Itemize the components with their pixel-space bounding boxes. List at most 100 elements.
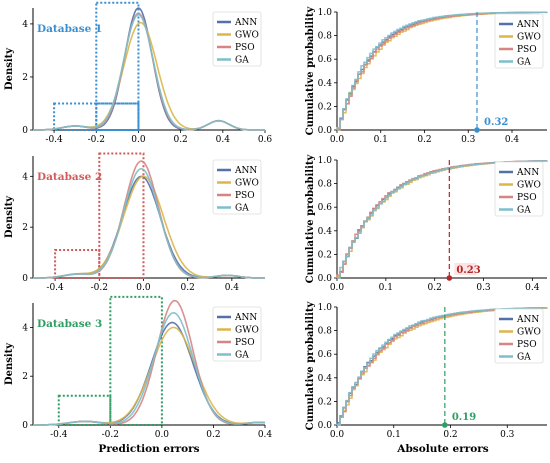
x-tick-label: 0.3 bbox=[500, 430, 515, 440]
x-axis-label-right: Absolute errors bbox=[396, 443, 488, 455]
y-axis-label: Density bbox=[4, 47, 15, 90]
panel-1: -0.4 -0.2 0.0 0.2 0.4 0.6 0 2 4 Density Database 1… bbox=[4, 1, 273, 145]
y-tick-label: 0.8 bbox=[318, 327, 333, 337]
legend-label-pso: PSO bbox=[235, 338, 255, 348]
x-tick-label: 0.4 bbox=[258, 430, 273, 440]
legend-label-pso: PSO bbox=[235, 191, 255, 201]
x-tick-label: 0.6 bbox=[258, 135, 273, 145]
y-tick-label: 1.0 bbox=[318, 303, 333, 313]
y-tick-label: 0.6 bbox=[318, 203, 333, 213]
y-tick-label: 1.0 bbox=[318, 8, 333, 18]
panel-3: -0.4 -0.2 0.0 0.2 0.4 0 2 4 Density Database 2 ANN… bbox=[4, 152, 265, 293]
y-tick-label: 0.0 bbox=[318, 274, 333, 284]
threshold-label: 0.32 bbox=[484, 117, 508, 128]
panel-6: 0.0 0.1 0.2 0.3 0.0 0.2 0.4 0.6 0.8 1.0Cumulative… bbox=[305, 300, 548, 440]
y-tick-label: 2 bbox=[22, 372, 28, 382]
x-tick-label: -0.2 bbox=[91, 283, 108, 293]
panel-5: -0.4 -0.2 0.0 0.2 0.4 0 2 4 Density Database 3 ANN… bbox=[4, 295, 273, 440]
x-tick-label: 0.4 bbox=[505, 135, 520, 145]
y-tick-label: 0 bbox=[22, 421, 28, 431]
legend: ANN GWO PSO GA bbox=[494, 161, 544, 217]
x-tick-label: -0.4 bbox=[50, 430, 68, 440]
legend-label-ann: ANN bbox=[234, 313, 257, 323]
y-tick-label: 0 bbox=[22, 274, 28, 284]
legend-label-pso: PSO bbox=[517, 340, 537, 350]
legend-label-ga: GA bbox=[235, 56, 249, 66]
y-tick-label: 0.4 bbox=[318, 79, 333, 89]
x-tick-label: 0.2 bbox=[173, 135, 187, 145]
panel-title: Database 3 bbox=[37, 318, 102, 330]
legend-box bbox=[494, 308, 544, 364]
legend-label-pso: PSO bbox=[235, 43, 255, 53]
legend-box bbox=[212, 11, 262, 67]
y-tick-label: 0.6 bbox=[318, 350, 333, 360]
legend-label-pso: PSO bbox=[517, 45, 537, 55]
legend-label-ann: ANN bbox=[516, 315, 539, 325]
x-tick-label: 0.4 bbox=[216, 135, 231, 145]
legend-label-ann: ANN bbox=[516, 168, 539, 178]
threshold-label-bg bbox=[454, 263, 477, 275]
x-tick-label: -0.4 bbox=[46, 283, 64, 293]
legend-label-ga: GA bbox=[517, 206, 531, 216]
y-tick-label: 4 bbox=[22, 172, 28, 182]
threshold-marker bbox=[446, 275, 453, 281]
x-tick-label: 0.2 bbox=[428, 283, 442, 293]
legend: ANN GWO PSO GA bbox=[212, 306, 262, 362]
legend-box bbox=[212, 159, 262, 215]
y-tick-label: 0.4 bbox=[318, 374, 333, 384]
density-curve-ga bbox=[33, 311, 266, 426]
legend-label-gwo: GWO bbox=[235, 179, 259, 189]
panel-4: 0.0 0.1 0.2 0.3 0.4 0.0 0.2 0.4 0.6 0.8 1.0Cumulat… bbox=[305, 153, 548, 293]
legend-label-gwo: GWO bbox=[235, 31, 259, 41]
y-axis-label: Cumulative probability bbox=[305, 300, 316, 430]
density-curve-ga bbox=[33, 13, 265, 131]
legend: ANN GWO PSO GA bbox=[212, 159, 262, 215]
highlight-box bbox=[109, 295, 163, 426]
threshold-label: 0.23 bbox=[456, 265, 480, 276]
y-tick-label: 0.8 bbox=[318, 180, 333, 190]
x-tick-label: 0.0 bbox=[155, 430, 170, 440]
legend-label-ann: ANN bbox=[234, 18, 257, 28]
x-tick-label: 0.3 bbox=[461, 135, 476, 145]
y-tick-label: 0.6 bbox=[318, 55, 333, 65]
panel-2: 0.0 0.1 0.2 0.3 0.4 0.0 0.2 0.4 0.6 0.8 1.0Cumulat… bbox=[305, 5, 548, 145]
x-tick-label: 0.4 bbox=[525, 283, 540, 293]
legend-box bbox=[494, 161, 544, 217]
legend: ANN GWO PSO GA bbox=[212, 11, 262, 67]
y-tick-label: 2 bbox=[22, 73, 28, 83]
threshold-label: 0.19 bbox=[452, 412, 476, 423]
y-tick-label: 0.2 bbox=[318, 397, 332, 407]
cdf-curve-ga bbox=[336, 11, 547, 130]
threshold-marker bbox=[474, 127, 480, 133]
x-tick-label: 0.4 bbox=[225, 283, 240, 293]
legend-box bbox=[494, 13, 544, 69]
y-tick-label: 4 bbox=[22, 323, 28, 333]
threshold-marker bbox=[442, 422, 448, 428]
legend: ANN GWO PSO GA bbox=[494, 13, 544, 69]
y-tick-label: 2 bbox=[22, 223, 28, 233]
y-tick-label: 1.0 bbox=[318, 156, 333, 166]
y-tick-label: 0.2 bbox=[318, 102, 332, 112]
y-tick-label: 0 bbox=[22, 126, 28, 136]
x-tick-label: 0.1 bbox=[379, 283, 393, 293]
legend-label-pso: PSO bbox=[517, 193, 537, 203]
highlight-box bbox=[95, 1, 140, 131]
x-tick-label: 0.2 bbox=[417, 135, 431, 145]
x-tick-label: 0.3 bbox=[476, 283, 491, 293]
x-tick-label: 0.2 bbox=[443, 430, 457, 440]
legend-label-ann: ANN bbox=[516, 20, 539, 30]
legend-label-ga: GA bbox=[517, 353, 531, 363]
y-tick-label: 4 bbox=[22, 20, 28, 30]
y-tick-label: 0.4 bbox=[318, 227, 333, 237]
x-tick-label: -0.4 bbox=[45, 135, 63, 145]
x-tick-label: 0.2 bbox=[206, 430, 220, 440]
legend-label-ga: GA bbox=[235, 204, 249, 214]
legend-label-gwo: GWO bbox=[517, 181, 541, 191]
panel-title: Database 2 bbox=[37, 171, 102, 183]
x-tick-label: 0.1 bbox=[387, 430, 401, 440]
y-tick-label: 0.2 bbox=[318, 250, 332, 260]
legend-box bbox=[212, 306, 262, 362]
y-tick-label: 0.8 bbox=[318, 32, 333, 42]
y-axis-label: Density bbox=[4, 342, 15, 385]
